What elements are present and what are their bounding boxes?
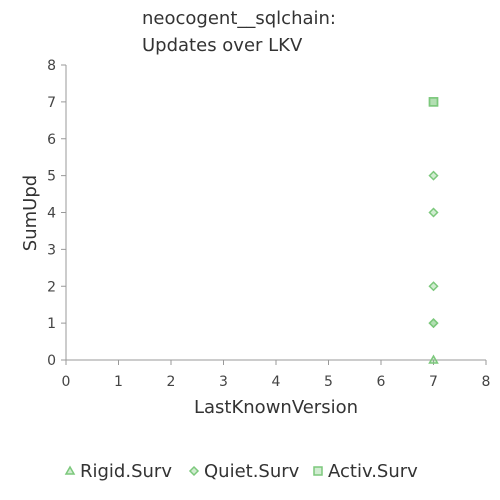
chart-title-line-2: Updates over LKV — [142, 35, 303, 56]
y-tick-label: 5 — [47, 169, 56, 185]
x-axis-title: LastKnownVersion — [194, 397, 358, 418]
x-tick-label: 8 — [482, 374, 491, 390]
y-tick-label: 1 — [47, 316, 56, 332]
y-tick-label: 7 — [47, 95, 56, 111]
x-tick-label: 6 — [377, 374, 386, 390]
x-tick-label: 7 — [429, 374, 438, 390]
legend-item-activ-surv[interactable]: Activ.Surv — [313, 461, 418, 482]
y-tick-label: 2 — [47, 279, 56, 295]
legend-item-quiet-surv[interactable]: Quiet.Surv — [188, 461, 300, 482]
x-tick-label: 0 — [62, 374, 71, 390]
legend-marker-square-icon — [313, 466, 323, 476]
y-tick-label: 3 — [47, 242, 56, 258]
chart-title-line-1: neocogent__sqlchain: — [142, 8, 336, 29]
legend-label: Rigid.Surv — [80, 461, 172, 482]
legend: Rigid.Surv Quiet.Surv Activ.Surv — [64, 461, 418, 482]
x-tick-label: 5 — [324, 374, 333, 390]
y-tick-label: 4 — [47, 206, 56, 222]
y-tick-label: 8 — [47, 58, 56, 74]
point-quiet-surv — [428, 207, 439, 218]
legend-label: Activ.Surv — [328, 461, 418, 482]
x-tick-label: 4 — [272, 374, 281, 390]
legend-label: Quiet.Surv — [204, 461, 300, 482]
point-activ-surv — [428, 97, 439, 107]
y-tick-label: 6 — [47, 132, 56, 148]
x-tick-label: 2 — [167, 374, 176, 390]
point-quiet-surv — [428, 281, 439, 292]
y-tick-label: 0 — [47, 353, 56, 369]
legend-marker-triangle-icon — [64, 465, 76, 475]
data-points — [428, 97, 439, 364]
x-tick-label: 3 — [219, 374, 228, 390]
point-rigid-surv — [428, 354, 439, 364]
chart-title: neocogent__sqlchain: Updates over LKV — [142, 8, 336, 56]
tick-labels: 0 1 2 3 4 5 6 7 8 0 1 2 3 4 5 6 7 8 — [47, 58, 490, 390]
point-quiet-surv — [428, 318, 439, 329]
x-tick-label: 1 — [114, 374, 123, 390]
point-quiet-surv — [428, 170, 439, 181]
legend-marker-diamond-icon — [188, 465, 200, 477]
legend-item-rigid-surv[interactable]: Rigid.Surv — [64, 461, 172, 482]
y-axis-title: SumUpd — [20, 175, 41, 251]
axes — [61, 64, 487, 365]
